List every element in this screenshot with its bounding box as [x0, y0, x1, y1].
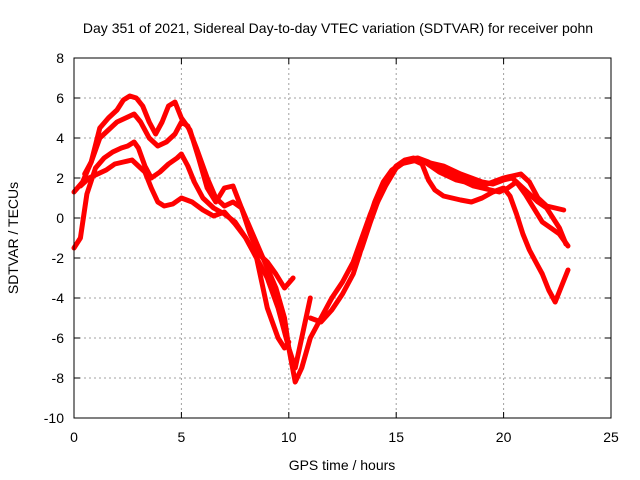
- y-tick-label: 2: [56, 170, 64, 186]
- y-tick-label: 0: [56, 210, 64, 226]
- series-track-3: [77, 157, 292, 351]
- plot-frame: [73, 57, 612, 419]
- chart-title: Day 351 of 2021, Sidereal Day-to-day VTE…: [83, 20, 593, 36]
- data-series: [71, 93, 571, 385]
- series-track-8: [372, 155, 567, 213]
- x-tick-label: 10: [281, 429, 297, 445]
- y-tick-label: 8: [56, 50, 64, 66]
- y-tick-label: -10: [44, 410, 64, 426]
- axis-ticks: 0 5 10 15 20 25 -10 -8 -6 -4 -2 0 2 4 6 8: [44, 50, 619, 445]
- x-tick-label: 5: [178, 429, 186, 445]
- x-axis-title: GPS time / hours: [289, 457, 396, 473]
- y-tick-label: -8: [52, 370, 65, 386]
- x-tick-label: 20: [496, 429, 512, 445]
- x-tick-label: 15: [388, 429, 404, 445]
- y-axis-title: SDTVAR / TECUs: [5, 182, 21, 294]
- series-track-4: [82, 93, 296, 291]
- y-tick-label: -6: [52, 330, 65, 346]
- y-tick-label: 6: [56, 90, 64, 106]
- x-tick-label: 25: [603, 429, 619, 445]
- y-tick-label: -2: [52, 250, 65, 266]
- y-tick-label: 4: [56, 130, 64, 146]
- x-tick-label: 0: [70, 429, 78, 445]
- grid: [74, 58, 611, 418]
- series-track-1: [71, 139, 313, 371]
- y-tick-label: -4: [52, 290, 65, 306]
